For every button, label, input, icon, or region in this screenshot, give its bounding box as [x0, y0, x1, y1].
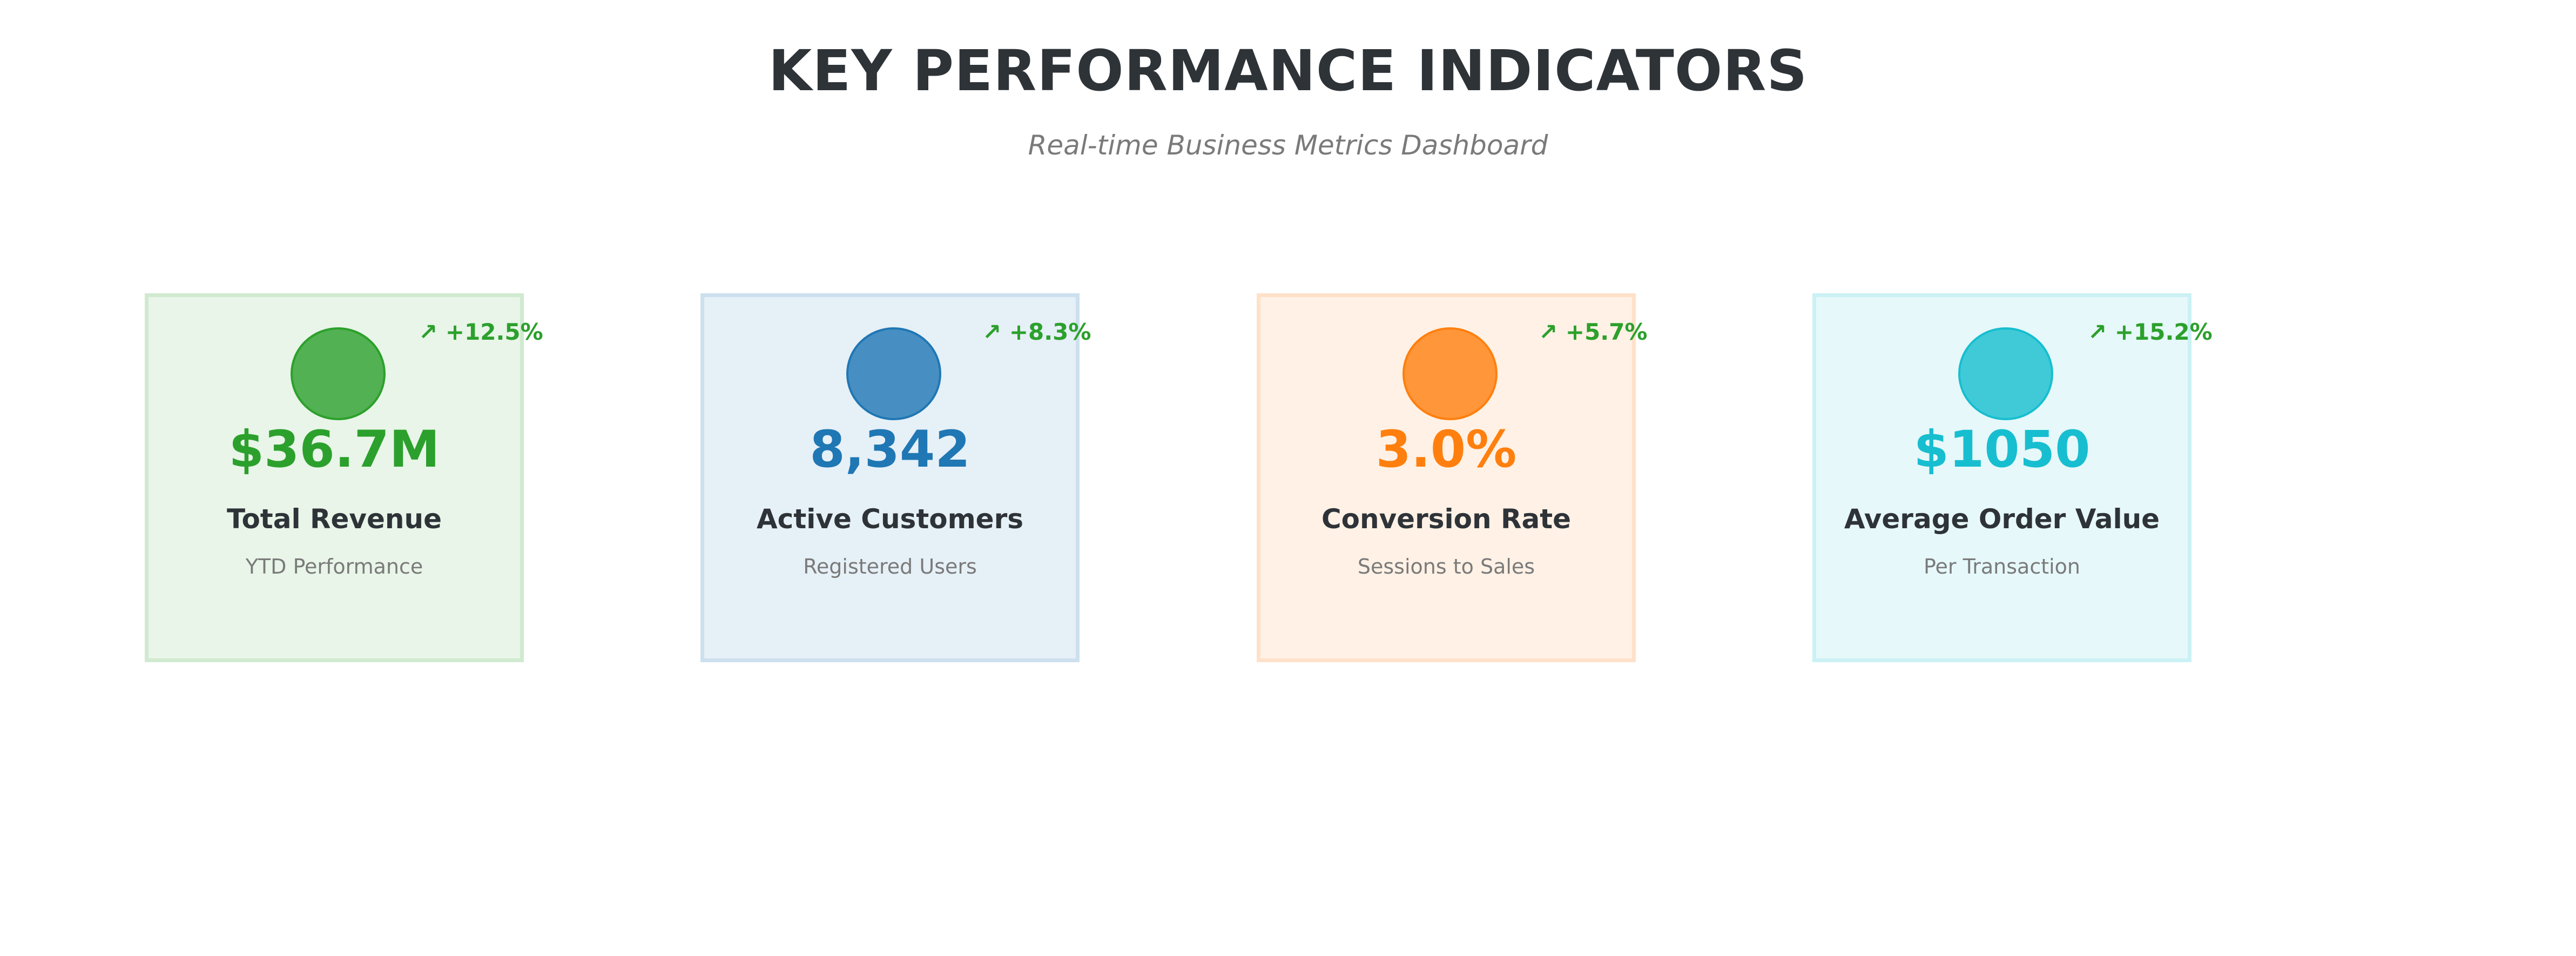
kpi-sublabel: Sessions to Sales	[1357, 555, 1535, 578]
kpi-card-active-customers: ↗ +8.3% 8,342 Active Customers Registere…	[700, 293, 1091, 662]
kpi-sublabel: Per Transaction	[1923, 555, 2081, 578]
kpi-sublabel: Registered Users	[803, 555, 977, 578]
kpi-label: Active Customers	[756, 503, 1024, 535]
page-subtitle: Real-time Business Metrics Dashboard	[1028, 130, 1548, 161]
kpi-value: $36.7M	[228, 420, 440, 479]
page-title: KEY PERFORMANCE INDICATORS	[768, 38, 1808, 104]
kpi-trend: ↗ +15.2%	[2088, 319, 2213, 345]
kpi-card-average-order-value: ↗ +15.2% $1050 Average Order Value Per T…	[1812, 293, 2213, 662]
kpi-card-conversion-rate: ↗ +5.7% 3.0% Conversion Rate Sessions to…	[1257, 293, 1648, 662]
kpi-trend: ↗ +8.3%	[982, 319, 1091, 345]
kpi-sublabel: YTD Performance	[245, 555, 423, 578]
kpi-label: Conversion Rate	[1321, 503, 1572, 535]
kpi-value: 8,342	[810, 420, 970, 479]
kpi-trend: ↗ +5.7%	[1539, 319, 1648, 345]
kpi-label: Average Order Value	[1844, 503, 2160, 535]
kpi-value: 3.0%	[1375, 420, 1517, 479]
kpi-trend: ↗ +12.5%	[419, 319, 543, 345]
orange-circle-icon	[1402, 327, 1498, 420]
kpi-card-total-revenue: ↗ +12.5% $36.7M Total Revenue YTD Perfor…	[145, 293, 543, 662]
blue-circle-icon	[846, 327, 941, 420]
kpi-label: Total Revenue	[226, 503, 442, 535]
cyan-circle-icon	[1958, 327, 2053, 420]
green-circle-icon	[291, 327, 386, 420]
kpi-value: $1050	[1913, 420, 2091, 479]
